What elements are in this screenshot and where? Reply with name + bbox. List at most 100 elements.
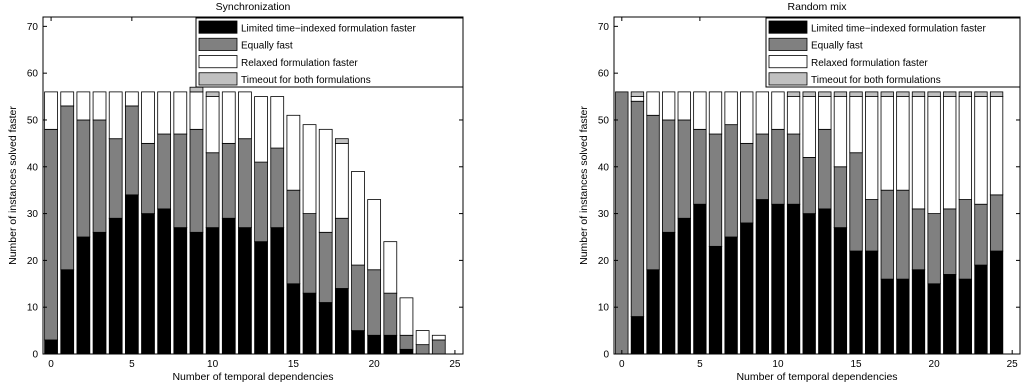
bar-segment — [351, 264, 365, 331]
bar-segment — [927, 283, 941, 355]
bar-segment — [849, 152, 863, 252]
y-tick-label: 60 — [27, 69, 39, 80]
bar-segment — [646, 114, 660, 271]
plot-frame — [42, 16, 464, 355]
bar-segment — [383, 241, 398, 294]
bar-segment — [724, 91, 738, 126]
bar-segment — [771, 91, 785, 130]
legend-label: Timeout for both formulations — [241, 75, 371, 86]
x-tick-label: 15 — [850, 359, 862, 370]
bar-segment — [399, 297, 414, 336]
x-tick-label: 0 — [619, 359, 625, 370]
bar-segment — [677, 217, 691, 355]
bar-segment — [927, 213, 941, 285]
bar-segment — [124, 194, 139, 355]
bar-segment — [92, 91, 107, 121]
bar-segment — [318, 231, 333, 303]
bar-segment — [92, 231, 107, 355]
bar-segment — [383, 292, 398, 336]
bar-segment — [173, 91, 188, 135]
legend-label: Timeout for both formulations — [811, 75, 941, 86]
bar-segment — [399, 348, 414, 355]
y-tick-label: 10 — [27, 303, 39, 314]
bar-segment — [189, 231, 204, 355]
bar-segment — [786, 91, 801, 97]
bar-segment — [818, 208, 832, 355]
bar-segment — [818, 91, 832, 97]
bar-segment — [286, 283, 301, 355]
bar-segment — [334, 138, 349, 144]
bar-segment — [943, 91, 957, 97]
bar-segment — [911, 96, 926, 210]
bar-segment — [630, 96, 645, 102]
bar-segment — [157, 208, 172, 355]
bar-segment — [802, 91, 816, 97]
bar-segment — [124, 91, 139, 107]
bar-segment — [92, 119, 107, 233]
bar-segment — [693, 203, 707, 355]
bar-segment — [849, 250, 863, 355]
y-tick-label: 0 — [32, 350, 38, 361]
bar-segment — [771, 203, 785, 355]
bar-segment — [238, 91, 252, 140]
bar-segment — [833, 96, 848, 168]
bar-segment — [157, 133, 172, 210]
bar-segment — [708, 245, 723, 355]
bar-segment — [833, 166, 848, 229]
legend-swatch — [198, 55, 238, 69]
bar-segment — [943, 208, 957, 275]
bar-segment — [318, 302, 333, 355]
bar-segment — [44, 91, 58, 130]
x-tick-label: 20 — [929, 359, 941, 370]
legend-label: Relaxed formulation faster — [241, 58, 358, 69]
bar-segment — [896, 96, 910, 191]
bar-segment — [630, 316, 645, 355]
bar-segment — [740, 222, 754, 355]
legend-swatch — [768, 55, 808, 69]
bar-segment — [189, 91, 204, 130]
bar-segment — [755, 91, 769, 135]
chart-random-mix: 0 5 10 15 20 25 0 10 20 30 40 50 60 70 Random mix Numbe… — [578, 1, 1021, 383]
legend-label: Equally fast — [241, 41, 293, 52]
bar-segment — [367, 199, 382, 271]
bar-segment — [786, 133, 801, 205]
bar-segment — [802, 157, 816, 214]
bar-segment — [927, 96, 941, 214]
bar-segment — [865, 96, 879, 200]
bar-segment — [189, 128, 204, 233]
bar-segment — [60, 91, 75, 107]
bar-segment — [431, 339, 446, 355]
legend-label: Limited time−indexed formulation faster — [241, 23, 416, 34]
bar-segment — [399, 334, 414, 350]
bar-segment — [238, 227, 252, 355]
y-tick-label: 20 — [598, 256, 610, 267]
bar-segment — [367, 269, 382, 336]
bar-segment — [724, 124, 738, 238]
legend-label: Equally fast — [811, 41, 863, 52]
x-tick-label: 15 — [288, 359, 300, 370]
bar-segment — [334, 217, 349, 289]
bar-segment — [677, 91, 691, 121]
bar-segment — [302, 292, 317, 355]
bar-segment — [818, 128, 832, 210]
bar-segment — [989, 91, 1004, 97]
y-tick-label: 40 — [27, 162, 39, 173]
bar-segment — [896, 278, 910, 355]
bar-segment — [270, 147, 285, 229]
bar-segment — [334, 142, 349, 219]
bar-segment — [833, 227, 848, 355]
bar-segment — [708, 133, 723, 247]
bar-segment — [911, 269, 926, 355]
bar-segment — [802, 96, 816, 158]
y-tick-label: 70 — [27, 22, 39, 33]
bar-segment — [646, 269, 660, 355]
bar-segment — [896, 189, 910, 280]
bar-segment — [238, 138, 252, 229]
bar-segment — [141, 213, 155, 355]
bar-segment — [60, 105, 75, 271]
bar-segment — [755, 133, 769, 200]
bar-segment — [958, 91, 972, 97]
bar-segment — [989, 194, 1004, 252]
bar-segment — [351, 171, 365, 266]
bar-segment — [334, 288, 349, 355]
